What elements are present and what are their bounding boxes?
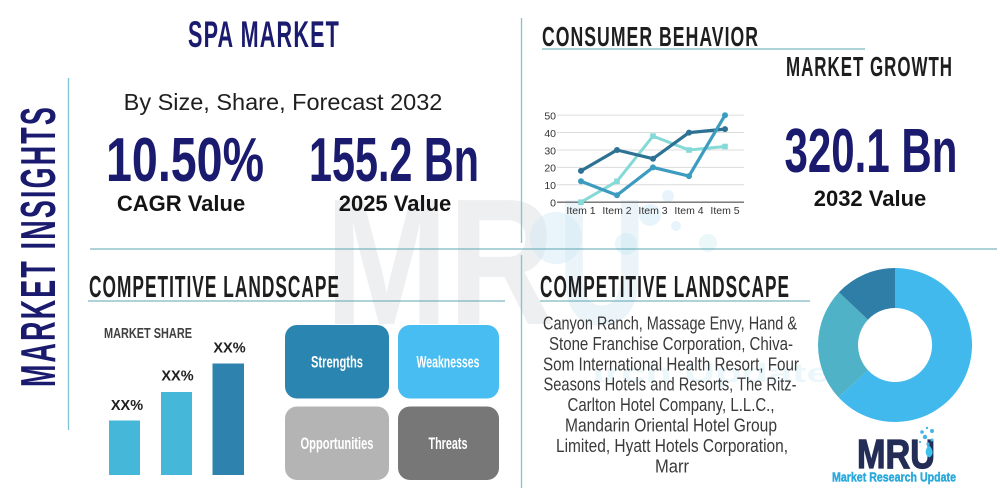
svg-text:XX%: XX% (111, 398, 143, 414)
svg-text:30: 30 (544, 145, 556, 157)
svg-text:By Size, Share, Forecast 2032: By Size, Share, Forecast 2032 (124, 89, 443, 115)
svg-text:155.2 Bn: 155.2 Bn (309, 126, 479, 195)
svg-text:10.50%: 10.50% (106, 126, 264, 195)
svg-text:Threats: Threats (429, 434, 468, 453)
svg-text:Item 1: Item 1 (566, 205, 595, 217)
svg-text:SPA MARKET: SPA MARKET (188, 14, 340, 55)
svg-text:Som International Health Resor: Som International Health Resort, Four (543, 353, 799, 374)
svg-text:COMPETITIVE LANDSCAPE: COMPETITIVE LANDSCAPE (540, 270, 790, 304)
svg-text:Item 4: Item 4 (674, 205, 703, 217)
svg-text:Marr: Marr (655, 455, 689, 476)
svg-text:Item 2: Item 2 (602, 205, 631, 217)
svg-text:Item 5: Item 5 (710, 205, 739, 217)
svg-text:MRU: MRU (857, 431, 935, 477)
svg-text:Stone Franchise Corporation, C: Stone Franchise Corporation, Chiva- (549, 333, 793, 354)
svg-text:2025 Value: 2025 Value (339, 191, 452, 216)
svg-text:MARKET GROWTH: MARKET GROWTH (786, 51, 953, 82)
svg-text:Mandarin Oriental Hotel Group: Mandarin Oriental Hotel Group (565, 415, 777, 436)
svg-text:XX%: XX% (213, 341, 245, 357)
svg-text:MARKET SHARE: MARKET SHARE (104, 325, 192, 342)
svg-text:Seasons Hotels and Resorts, Th: Seasons Hotels and Resorts, The Ritz- (544, 374, 797, 395)
svg-text:COMPETITIVE LANDSCAPE: COMPETITIVE LANDSCAPE (89, 270, 340, 304)
svg-text:Weaknesses: Weaknesses (417, 353, 480, 372)
svg-text:40: 40 (544, 128, 556, 140)
svg-text:10: 10 (544, 180, 556, 192)
svg-text:2032 Value: 2032 Value (814, 186, 927, 211)
svg-text:Opportunities: Opportunities (301, 434, 374, 453)
svg-text:Canyon Ranch, Massage Envy, Ha: Canyon Ranch, Massage Envy, Hand & (543, 313, 798, 334)
svg-text:U: U (558, 162, 646, 363)
svg-text:MARKET INSIGHTS: MARKET INSIGHTS (12, 105, 66, 387)
svg-text:0: 0 (550, 198, 556, 210)
svg-text:Item 3: Item 3 (638, 205, 667, 217)
svg-text:XX%: XX% (161, 369, 193, 385)
svg-text:Carlton Hotel Company, L.L.C.,: Carlton Hotel Company, L.L.C., (568, 394, 775, 415)
svg-text:Market Research Update: Market Research Update (326, 358, 831, 388)
svg-text:20: 20 (544, 163, 556, 175)
svg-text:CAGR Value: CAGR Value (117, 191, 245, 216)
svg-text:Limited, Hyatt Hotels Corporat: Limited, Hyatt Hotels Corporation, (556, 435, 788, 456)
svg-text:50: 50 (544, 110, 556, 122)
svg-text:Market Research Update: Market Research Update (832, 470, 956, 485)
svg-text:Strengths: Strengths (311, 353, 363, 372)
svg-text:320.1 Bn: 320.1 Bn (785, 117, 958, 186)
svg-text:CONSUMER BEHAVIOR: CONSUMER BEHAVIOR (542, 21, 759, 52)
